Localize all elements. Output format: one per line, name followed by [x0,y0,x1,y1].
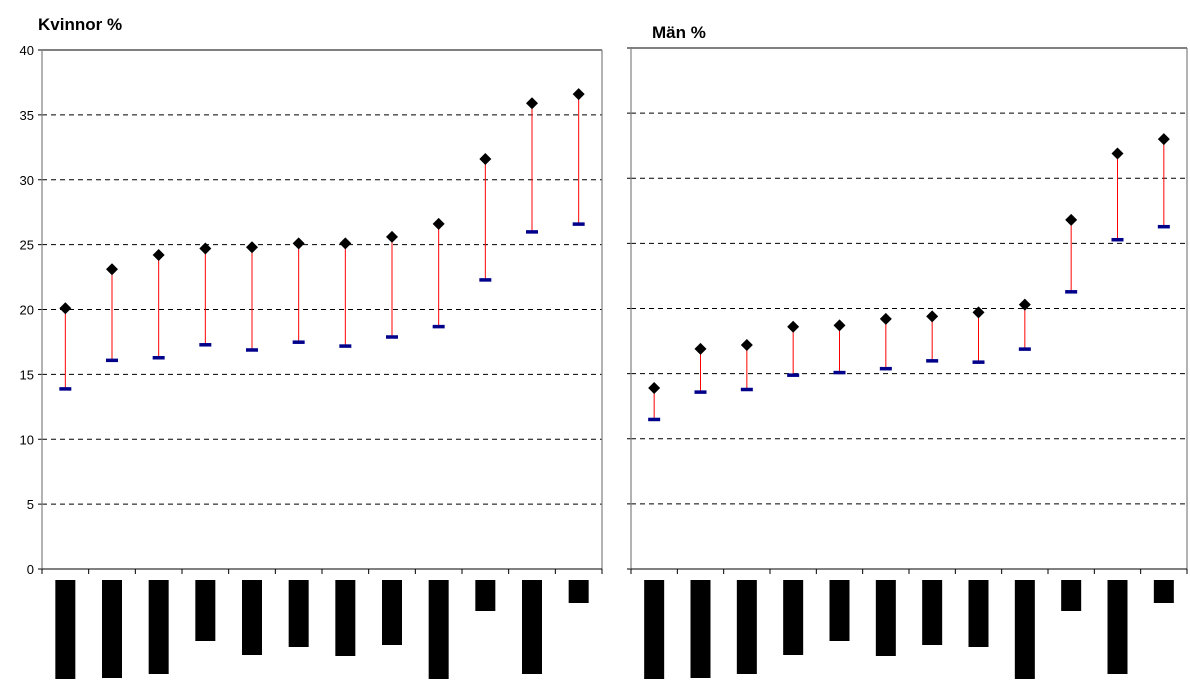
y-tick-label: 30 [20,173,34,188]
category-bar-graphic [335,580,356,656]
high-marker [972,306,985,319]
panel-women: Kvinnor % 0 5 10 15 20 25 30 35 40 [20,15,603,679]
high-marker [526,97,538,110]
low-marker [152,356,165,360]
chart-title-men: Män % [652,23,706,42]
high-marker [339,237,352,250]
low-marker [526,230,538,234]
category-bar-graphic [102,580,122,678]
category-bar-graphic [568,580,589,603]
high-marker [1111,147,1124,160]
category-bar-graphic [428,580,449,679]
low-marker [479,278,492,282]
low-marker [1065,290,1078,294]
low-marker [572,222,585,226]
high-marker [199,242,212,255]
low-marker [926,359,939,363]
low-marker [972,360,985,364]
high-marker [1065,213,1078,226]
category-bar-graphic [382,580,402,645]
high-marker [926,310,939,323]
panel-men: Män % [627,23,1188,679]
low-marker [787,373,800,377]
low-marker [1111,237,1124,242]
high-marker [479,152,492,165]
low-marker [199,343,212,347]
y-tick-label: 25 [20,238,34,253]
low-marker [833,370,846,375]
high-marker [432,217,445,230]
y-tick-label: 35 [20,108,34,123]
category-bar-graphic [1153,580,1174,603]
low-marker [694,390,707,394]
y-tick-label: 20 [20,303,34,318]
low-marker [648,417,661,422]
low-marker [339,344,352,348]
high-marker [59,302,72,315]
low-marker [879,366,892,371]
high-marker [106,263,118,276]
high-marker [292,237,305,250]
category-bar-graphic [736,580,757,674]
category-bar-graphic [55,580,76,679]
high-marker [246,241,258,254]
category-bar-graphic [1014,580,1035,679]
low-marker [1018,347,1031,351]
category-bar-graphic [195,580,216,641]
high-marker [740,338,753,351]
category-bar-graphic [968,580,989,647]
high-marker [648,381,661,394]
category-bar-graphic [1107,580,1128,674]
high-marker [694,342,707,355]
low-marker [246,348,258,352]
low-marker [292,340,305,344]
low-marker [740,387,753,392]
high-marker [879,312,892,325]
y-tick-label: 0 [27,562,34,577]
low-marker [432,324,445,329]
category-bar-graphic [242,580,262,655]
high-marker [152,249,165,262]
high-marker [833,319,846,332]
y-tick-label: 15 [20,367,34,382]
y-tick-label: 5 [27,497,34,512]
category-bar-graphic [475,580,496,611]
chart-title-women: Kvinnor % [38,15,122,34]
high-marker [787,320,800,333]
category-bar-graphic [875,580,896,656]
low-marker [106,358,118,363]
y-tick-label: 10 [20,432,34,447]
category-bar-graphic [690,580,711,678]
category-bar-graphic [922,580,943,645]
category-bar-graphic [783,580,804,655]
low-marker [386,335,398,339]
high-marker [572,88,585,101]
category-bar-graphic [522,580,542,674]
category-bar-graphic [1061,580,1082,611]
category-bar-graphic [829,580,850,641]
category-bar-graphic [288,580,309,647]
low-marker [59,387,72,391]
category-bar-graphic [644,580,665,679]
high-marker [1157,133,1170,146]
low-marker [1157,224,1170,229]
y-tick-label: 40 [20,43,34,58]
high-marker [386,230,398,243]
high-marker [1018,298,1031,311]
category-bar-graphic [148,580,169,674]
